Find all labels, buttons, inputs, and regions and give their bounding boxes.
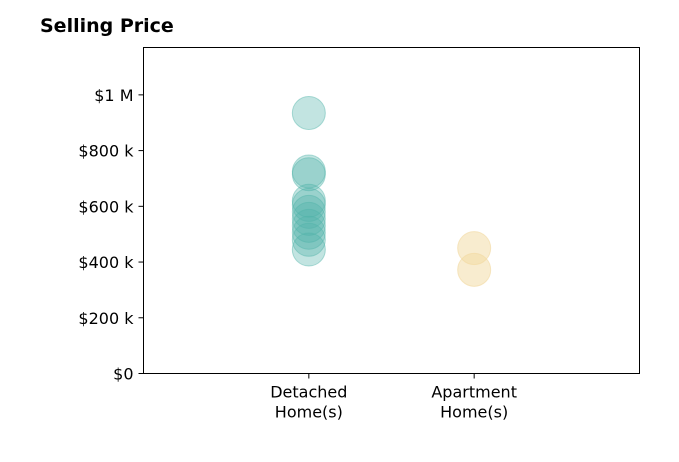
y-tick-label: $200 k bbox=[78, 309, 134, 328]
x-tick-label: Detached bbox=[270, 383, 347, 402]
data-point-0-5 bbox=[291, 194, 326, 229]
marks-layer bbox=[291, 95, 492, 287]
y-tick-label: $600 k bbox=[78, 197, 134, 216]
data-point-0-6 bbox=[291, 201, 326, 236]
plot-frame bbox=[143, 47, 640, 374]
data-point-0-1 bbox=[291, 154, 326, 189]
data-point-0-3 bbox=[291, 183, 326, 218]
data-point-1-1 bbox=[457, 252, 492, 287]
data-point-0-4 bbox=[291, 187, 326, 222]
data-point-0-9 bbox=[291, 222, 326, 257]
y-axis: $0 $200 k $400 k $600 k $800 k $1 M bbox=[78, 86, 144, 384]
y-tick-label: $400 k bbox=[78, 253, 134, 272]
x-tick-label: Home(s) bbox=[440, 403, 508, 422]
y-tick-label: $0 bbox=[113, 365, 133, 384]
data-point-0-10 bbox=[291, 232, 326, 267]
data-point-0-8 bbox=[291, 215, 326, 250]
x-tick-label: Apartment bbox=[431, 383, 517, 402]
y-tick-label: $800 k bbox=[78, 142, 134, 161]
chart-title: Selling Price bbox=[40, 15, 174, 37]
y-tick-label: $1 M bbox=[94, 86, 133, 105]
data-point-0-0 bbox=[291, 95, 326, 130]
data-point-0-2 bbox=[291, 157, 326, 192]
data-point-0-7 bbox=[291, 208, 326, 243]
x-tick-label: Home(s) bbox=[275, 403, 343, 422]
